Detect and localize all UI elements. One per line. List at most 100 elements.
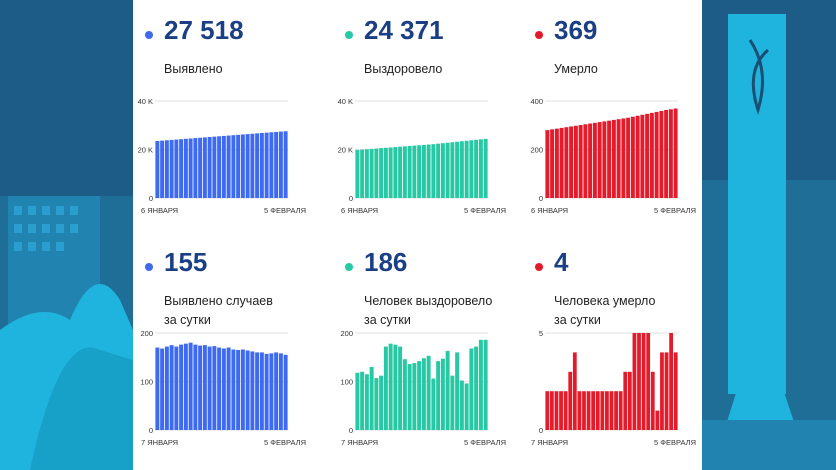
bar-chart: 0 20 K 40 K 6 ЯНВАРЯ 5 ФЕВРАЛЯ: [138, 97, 306, 215]
stat-value: 369: [554, 15, 598, 45]
bar: [193, 344, 198, 430]
bar: [583, 124, 588, 198]
stat-card: 369 Умерло 0 200 400 6 ЯНВАРЯ 5 ФЕВРАЛЯ: [523, 0, 713, 235]
bar: [637, 333, 641, 430]
y-tick-label: 0: [349, 426, 353, 435]
bar: [483, 339, 488, 430]
bar: [459, 380, 464, 430]
bar: [586, 391, 591, 430]
y-tick-label: 20 K: [138, 146, 153, 155]
bar: [630, 116, 635, 198]
x-end-label: 5 ФЕВРАЛЯ: [464, 438, 506, 447]
y-tick-label: 200: [340, 329, 353, 338]
stat-card: 186 Человек выздоровело за сутки 0 100 200 7 Я…: [333, 232, 523, 467]
bar: [169, 139, 174, 198]
bar: [664, 109, 669, 198]
bar: [164, 140, 169, 198]
x-start-label: 6 ЯНВАРЯ: [141, 206, 178, 215]
bar: [450, 375, 455, 430]
bar: [673, 108, 678, 198]
bar: [554, 391, 559, 430]
bar: [573, 125, 578, 198]
bar: [398, 346, 403, 430]
bar: [632, 333, 637, 430]
bar: [364, 374, 369, 430]
y-tick-label: 20 K: [338, 146, 353, 155]
bar: [155, 347, 160, 430]
bar: [221, 135, 226, 198]
status-dot-icon: [345, 31, 353, 39]
stat-value: 186: [364, 247, 408, 277]
bar: [255, 352, 260, 430]
bar: [600, 391, 605, 430]
x-end-label: 5 ФЕВРАЛЯ: [264, 438, 306, 447]
bar: [374, 378, 379, 430]
bar: [440, 358, 445, 430]
bar: [582, 391, 586, 430]
bar: [202, 345, 207, 430]
stat-card: 27 518 Выявлено 0 20 K 40 K 6 ЯНВАРЯ 5 ФЕВРАЛЯ: [133, 0, 323, 235]
bar: [478, 139, 483, 198]
bar: [455, 352, 460, 430]
bar: [545, 391, 550, 430]
stat-value: 155: [164, 247, 208, 277]
y-tick-label: 100: [140, 378, 153, 387]
bar: [179, 139, 184, 198]
y-tick-label: 400: [530, 97, 543, 106]
bar: [572, 352, 577, 430]
y-tick-label: 200: [140, 329, 153, 338]
bar-chart: 0 200 400 6 ЯНВАРЯ 5 ФЕВРАЛЯ: [530, 97, 696, 215]
status-dot-icon: [535, 263, 543, 271]
bar: [645, 113, 650, 198]
bar-chart: 0 100 200 7 ЯНВАРЯ 5 ФЕВРАЛЯ: [140, 329, 306, 447]
bar: [569, 126, 574, 198]
stat-label-line: Умерло: [554, 62, 598, 76]
x-start-label: 6 ЯНВАРЯ: [341, 206, 378, 215]
bar: [595, 391, 600, 430]
x-end-label: 5 ФЕВРАЛЯ: [264, 206, 306, 215]
bar: [174, 139, 179, 198]
x-end-label: 5 ФЕВРАЛЯ: [654, 206, 696, 215]
bar: [605, 391, 609, 430]
stat-card: 155 Выявлено случаев за сутки 0 100 200 7 ЯНВА…: [133, 232, 323, 467]
bar: [379, 375, 384, 430]
bar: [588, 123, 593, 198]
bar: [369, 366, 374, 430]
bar: [259, 133, 264, 198]
y-tick-label: 200: [530, 146, 543, 155]
bar: [641, 333, 646, 430]
bar: [426, 144, 431, 198]
stat-label-line: Человек выздоровело: [364, 294, 493, 308]
bar: [245, 350, 250, 430]
bar: [202, 137, 207, 198]
bar: [577, 391, 582, 430]
bar: [550, 129, 555, 198]
bar: [164, 346, 169, 430]
bar: [160, 348, 165, 430]
bar: [217, 136, 222, 198]
bar: [450, 142, 455, 198]
bar: [245, 134, 250, 198]
y-tick-label: 0: [349, 194, 353, 203]
stat-label-line: Выздоровело: [364, 62, 443, 76]
bar: [597, 122, 602, 198]
bar: [578, 125, 583, 198]
stat-label: Умерло: [554, 60, 598, 79]
bar: [469, 348, 474, 430]
bar: [635, 115, 640, 198]
bar: [264, 132, 269, 198]
bar: [640, 114, 645, 198]
bar: [559, 127, 564, 198]
bar: [193, 138, 198, 198]
bar: [559, 391, 563, 430]
status-dot-icon: [145, 31, 153, 39]
stat-label: Выздоровело: [364, 60, 442, 79]
bar: [445, 142, 450, 198]
bar: [393, 147, 398, 198]
bar: [183, 138, 188, 198]
bar: [616, 119, 621, 198]
bar: [614, 391, 618, 430]
bar: [369, 148, 374, 198]
bar: [374, 148, 379, 198]
bar: [563, 391, 568, 430]
